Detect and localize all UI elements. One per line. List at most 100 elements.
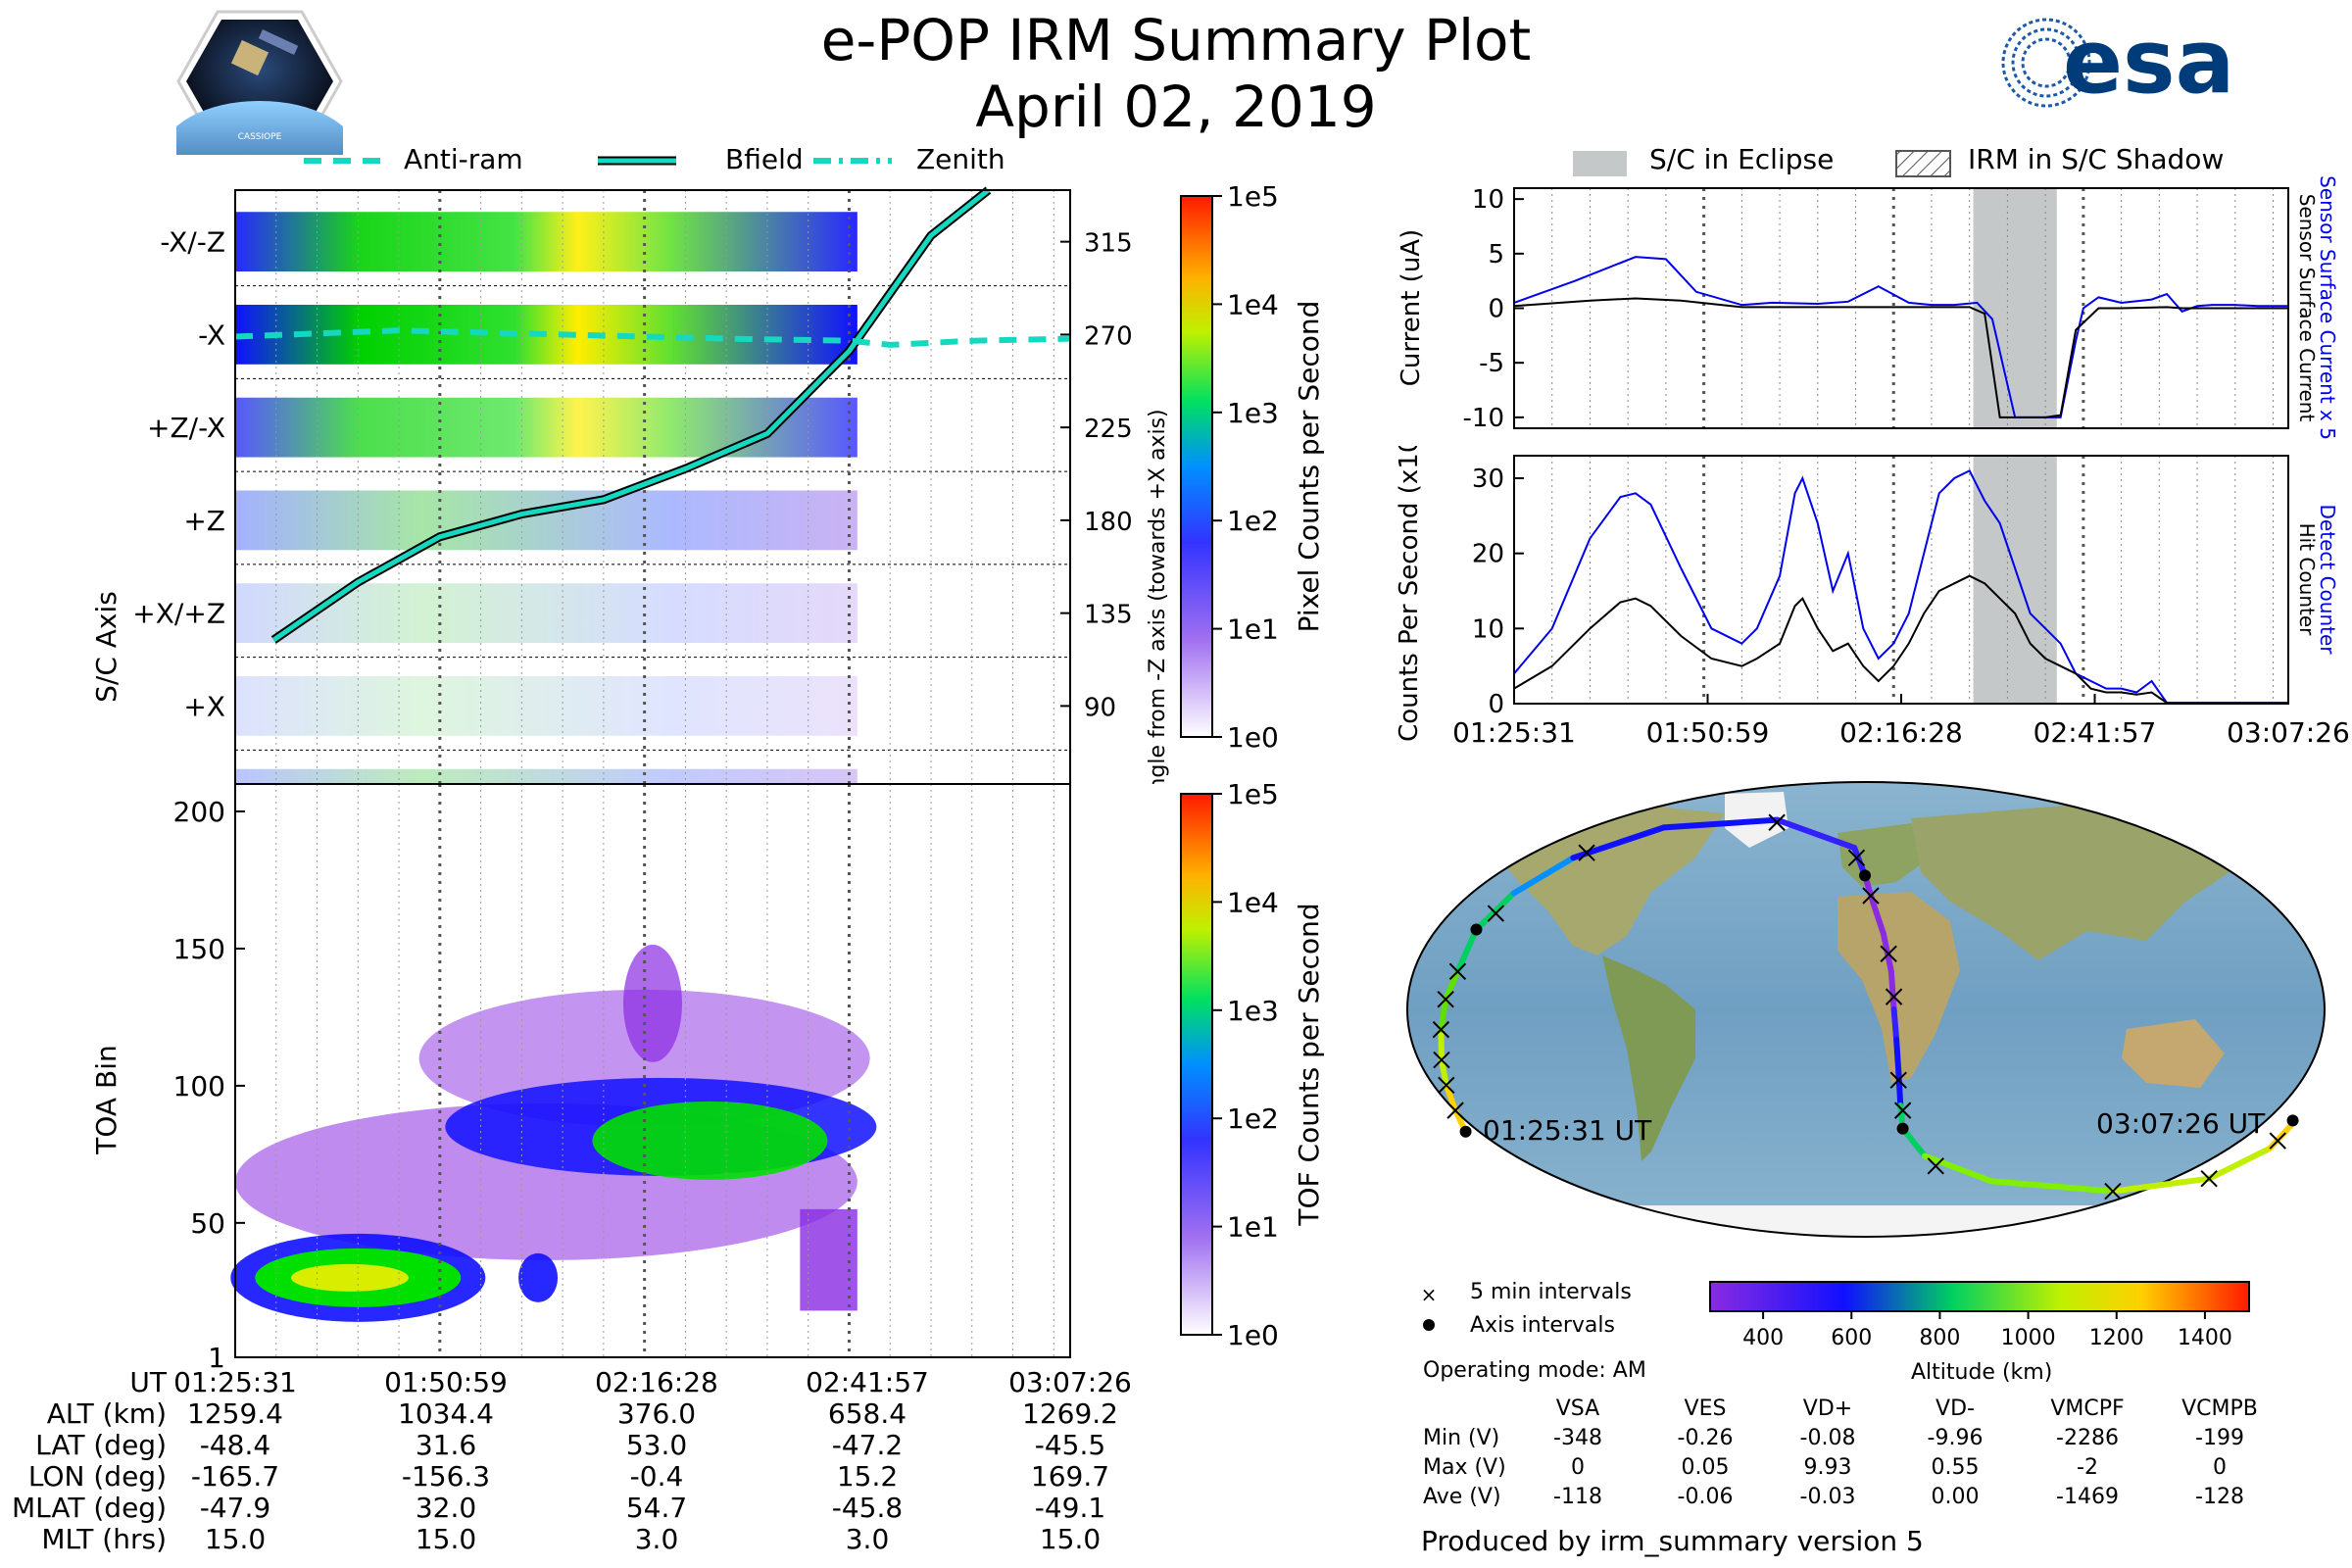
ut-row-label: LAT (deg) bbox=[35, 1429, 167, 1461]
esa-logo-text: esa bbox=[2063, 14, 2234, 112]
orbit-path-segment bbox=[1443, 968, 1461, 1003]
ut-cell: 02:41:57 bbox=[806, 1366, 929, 1398]
orbit-path-segment bbox=[1893, 1036, 1902, 1076]
colorbar-tick-label: 1e2 bbox=[1227, 505, 1279, 537]
altitude-colorbar bbox=[1709, 1281, 2250, 1312]
ut-row-label: MLAT (deg) bbox=[11, 1492, 167, 1524]
sc-right-tick-label: 90 bbox=[1084, 693, 1116, 722]
altitude-colorbar-label: Altitude (km) bbox=[1911, 1360, 2053, 1385]
colorbar-tick-label: 1e2 bbox=[1227, 1102, 1279, 1135]
ut-cell: 15.0 bbox=[204, 1523, 267, 1555]
current-ylabel: Current (uA) bbox=[1396, 229, 1426, 386]
ut-cell: -47.9 bbox=[199, 1492, 271, 1524]
sc-band-6 bbox=[235, 675, 858, 736]
toa-green-core bbox=[592, 1101, 828, 1180]
ytick-label: 10 bbox=[1472, 185, 1504, 215]
orbit-axis-dot bbox=[1470, 923, 1483, 936]
orbit-5min-cross bbox=[2200, 1170, 2218, 1188]
colorbar-tick-label: 1e0 bbox=[1227, 721, 1279, 754]
sc-right-tick-label: 225 bbox=[1084, 415, 1133, 444]
orbit-path-segment bbox=[1922, 1152, 1994, 1185]
orbit-axis-dot bbox=[1859, 869, 1872, 882]
legend-zenith: Zenith bbox=[916, 143, 1005, 175]
altitude-tick-label: 800 bbox=[1919, 1326, 1960, 1350]
sc-axis-tick-label: +Z bbox=[183, 505, 225, 537]
voltage-cell: -128 bbox=[2195, 1485, 2244, 1509]
sc-axis-panel: -X/-Z-X+Z/-X+Z+X/+Z+X-Z/+X-Z 31527022518… bbox=[90, 186, 1170, 784]
ut-cell: -49.1 bbox=[1034, 1492, 1106, 1524]
ut-cell: 169.7 bbox=[1030, 1460, 1110, 1493]
cross-legend-icon: × bbox=[1421, 1283, 1438, 1306]
counter-ylabel: Counts Per Second (x10³) bbox=[1395, 446, 1424, 742]
orbit-5min-cross bbox=[1885, 988, 1903, 1005]
legend-shadow: IRM in S/C Shadow bbox=[1968, 143, 2225, 175]
orbit-axis-dot bbox=[1459, 1125, 1472, 1138]
sc-axis-tick-label: +Z/-X bbox=[147, 412, 225, 444]
voltage-cell: 0.05 bbox=[1681, 1455, 1730, 1480]
mission-badge-label: CASSIOPE bbox=[238, 132, 282, 142]
voltage-cell: -199 bbox=[2195, 1426, 2244, 1450]
orbit-5min-cross bbox=[1448, 962, 1467, 981]
orbit-path-segment bbox=[1774, 816, 1858, 852]
operating-mode: Operating mode: AM bbox=[1423, 1358, 1646, 1383]
ut-cell: 1034.4 bbox=[398, 1397, 494, 1430]
toa-ytick-label: 100 bbox=[173, 1070, 225, 1102]
counter-panel: 0 10 20 30 01:25:31 01:50:59 02:16:28 02:41:57… bbox=[1395, 446, 2350, 749]
sc-band-4 bbox=[235, 490, 858, 551]
orbit-5min-cross bbox=[1847, 849, 1866, 867]
voltage-cell: -2 bbox=[2077, 1455, 2098, 1480]
orbit-5min-cross bbox=[1927, 1157, 1944, 1175]
eclipse-shade bbox=[1973, 188, 2057, 428]
toa-ytick-label: 50 bbox=[190, 1207, 225, 1240]
orbit-path-segment bbox=[1987, 1178, 2116, 1195]
ytick-label: 5 bbox=[1488, 240, 1504, 270]
orbit-path-segment bbox=[1510, 855, 1577, 897]
orbit-5min-cross bbox=[1487, 905, 1505, 922]
orbit-5min-cross bbox=[2104, 1182, 2122, 1200]
orbit-path-segment bbox=[1454, 926, 1480, 975]
voltage-header: VES bbox=[1684, 1396, 1727, 1421]
ut-cell: 01:25:31 bbox=[173, 1366, 297, 1398]
xtick-label: 03:07:26 bbox=[2227, 716, 2350, 749]
orbit-5min-cross bbox=[1437, 990, 1454, 1008]
colorbar-tick-label: 1e4 bbox=[1227, 886, 1279, 918]
shadow-legend-swatch bbox=[1895, 150, 1951, 177]
voltage-header: VD+ bbox=[1802, 1396, 1853, 1421]
colorbar-tick-label: 1e4 bbox=[1227, 288, 1279, 320]
orbit-path-segment bbox=[1660, 816, 1781, 831]
voltage-cell: 0.00 bbox=[1931, 1485, 1980, 1509]
voltage-cell: -0.03 bbox=[1799, 1485, 1856, 1509]
orbit-5min-cross bbox=[1862, 887, 1880, 905]
orbit-path-segment bbox=[1438, 1026, 1445, 1063]
ut-cell: 3.0 bbox=[634, 1523, 679, 1555]
tof-colorbar-bar bbox=[1180, 793, 1213, 1336]
toa-ytick-label: 150 bbox=[173, 933, 225, 965]
altitude-tick-label: 400 bbox=[1742, 1326, 1784, 1350]
orbit-5min-cross bbox=[1880, 945, 1897, 962]
ut-row-label: ALT (km) bbox=[46, 1397, 167, 1430]
orbit-end-label: 03:07:26 UT bbox=[2096, 1107, 2266, 1140]
voltage-table: VSA VES VD+ VD- VMCPF VCMPB Min (V) -348 -0.26 -0… bbox=[1411, 1396, 2332, 1519]
colorbar-tick-label: 1e3 bbox=[1227, 397, 1279, 429]
xtick-label: 02:41:57 bbox=[2034, 716, 2157, 749]
orbit-path-segment bbox=[1887, 968, 1897, 1012]
current-right-label-blue: Sensor Surface Current x 5 bbox=[2316, 176, 2339, 440]
blue-series-line bbox=[1513, 256, 2288, 418]
ut-row-label: LON (deg) bbox=[27, 1460, 167, 1493]
voltage-cell: 9.93 bbox=[1803, 1455, 1852, 1480]
black-series-line bbox=[1513, 574, 2288, 705]
current-right-label-black: Sensor Surface Current bbox=[2295, 194, 2319, 422]
orbit-path-segment bbox=[1443, 1082, 1459, 1114]
sc-right-tick-label: 270 bbox=[1084, 321, 1133, 351]
ut-cell: 53.0 bbox=[625, 1429, 688, 1461]
ut-cell: 658.4 bbox=[827, 1397, 907, 1430]
orbit-5min-cross bbox=[1893, 1102, 1912, 1119]
tof-colorbar: 1e5 1e4 1e3 1e2 1e1 1e0 TOF Counts per Second bbox=[1180, 784, 1325, 1351]
sc-band-3 bbox=[235, 397, 858, 458]
ytick-label: -5 bbox=[1479, 349, 1504, 378]
sc-right-tick-label: 315 bbox=[1084, 229, 1133, 259]
colorbar-tick-label: 1e1 bbox=[1227, 1211, 1279, 1244]
black-series-line bbox=[1513, 297, 2288, 418]
altitude-tick-label: 600 bbox=[1831, 1326, 1872, 1350]
voltage-header: VD- bbox=[1936, 1396, 1975, 1421]
